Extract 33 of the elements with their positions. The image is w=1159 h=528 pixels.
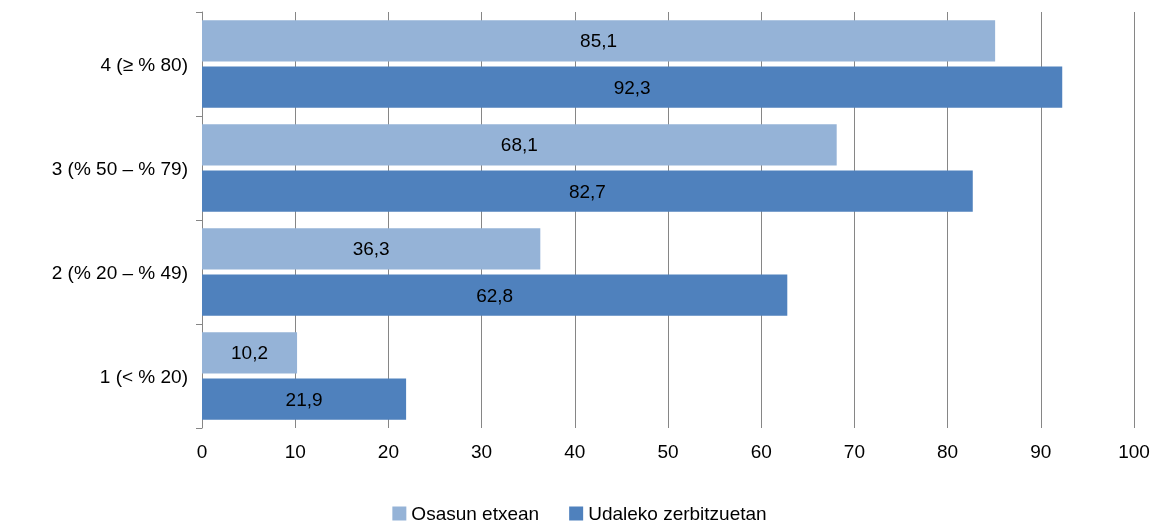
x-tick-label: 40 <box>564 441 586 462</box>
x-tick-label: 80 <box>937 441 959 462</box>
data-label: 62,8 <box>476 284 514 306</box>
x-tick-label: 20 <box>377 441 399 462</box>
y-tick-label: 3 (% 50 – % 79) <box>51 157 188 179</box>
y-tick-label: 1 (< % 20) <box>99 365 188 387</box>
bar <box>202 228 541 270</box>
bar <box>202 20 996 62</box>
x-tick-label: 10 <box>284 441 306 462</box>
data-label: 21,9 <box>285 388 323 410</box>
bar <box>202 124 837 166</box>
data-label: 36,3 <box>352 238 390 260</box>
data-label: 10,2 <box>231 342 269 364</box>
y-tick-label: 2 (% 20 – % 49) <box>51 261 188 283</box>
data-label: 85,1 <box>580 30 618 52</box>
x-tick-label: 30 <box>471 441 493 462</box>
legend-label: Osasun etxean <box>411 503 540 524</box>
bar <box>202 332 298 374</box>
data-label: 68,1 <box>500 134 538 156</box>
data-label: 92,3 <box>613 76 651 98</box>
legend-label: Udaleko zerbitzuetan <box>588 503 767 524</box>
y-tick-label: 4 (≥ % 80) <box>100 53 188 75</box>
x-tick-label: 60 <box>750 441 772 462</box>
bar <box>202 378 407 420</box>
bar <box>202 66 1063 108</box>
x-tick-label: 90 <box>1030 441 1052 462</box>
x-tick-label: 100 <box>1118 441 1150 462</box>
bar <box>202 170 973 212</box>
x-tick-label: 70 <box>843 441 865 462</box>
x-tick-label: 0 <box>196 441 208 462</box>
bar <box>202 274 788 316</box>
x-tick-label: 50 <box>657 441 679 462</box>
data-label: 82,7 <box>568 180 606 202</box>
